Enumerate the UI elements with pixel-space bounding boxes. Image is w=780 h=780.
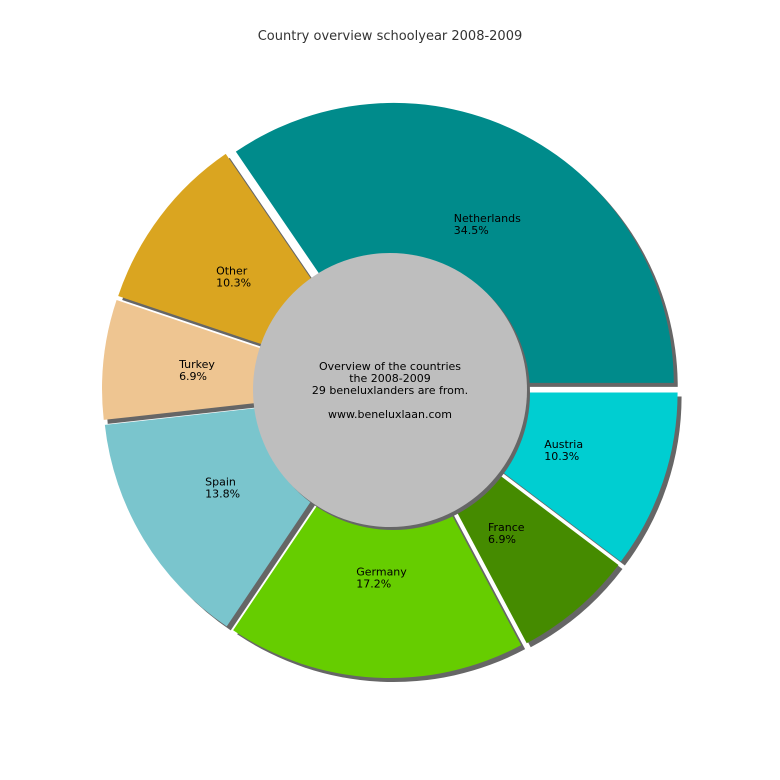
slice-label-turkey: Turkey 6.9% <box>178 358 215 383</box>
slice-label-germany: Germany 17.2% <box>356 566 407 591</box>
slice-label-austria: Austria 10.3% <box>544 438 583 463</box>
slice-germany <box>233 397 522 678</box>
center-circle <box>253 253 527 527</box>
slice-label-other: Other 10.3% <box>216 265 251 290</box>
slice-label-spain: Spain 13.8% <box>205 475 240 500</box>
slice-labels: Netherlands 34.5% Other 10.3% Turkey 6.9% Spai… <box>178 212 583 591</box>
center-text: Overview of the countries the 2008-2009 29… <box>312 360 468 421</box>
slice-label-france: France 6.9% <box>488 521 525 546</box>
slice-netherlands <box>235 102 674 383</box>
center-panel: Overview of the countries the 2008-2009 29… <box>253 253 530 530</box>
chart-title: Country overview schoolyear 2008-2009 <box>257 29 523 44</box>
slice-label-netherlands: Netherlands 34.5% <box>454 212 521 237</box>
